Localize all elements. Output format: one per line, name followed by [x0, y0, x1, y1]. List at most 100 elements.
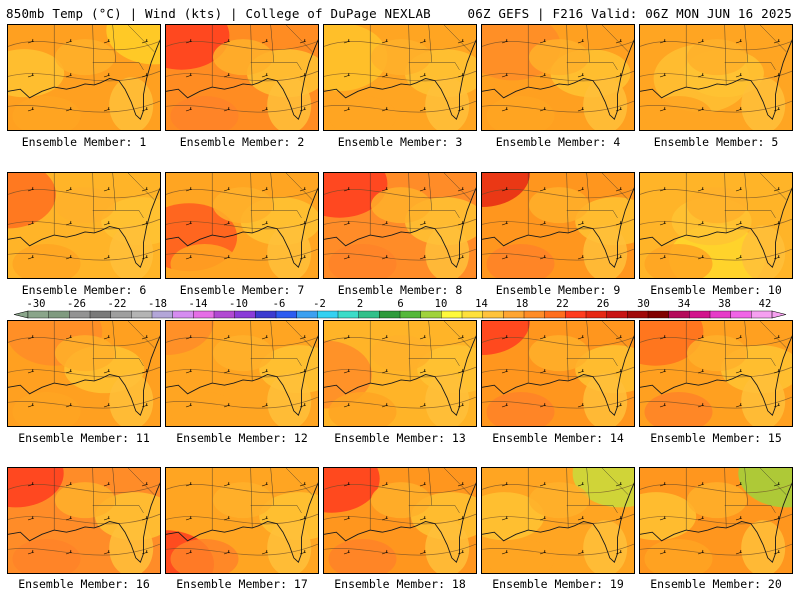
state-boundary	[586, 173, 591, 211]
coastline	[324, 335, 476, 416]
temperature-shading	[109, 520, 154, 573]
wind-barb	[615, 515, 623, 521]
state-boundary	[566, 505, 618, 514]
wind-barb	[735, 254, 743, 260]
state-boundary	[250, 25, 253, 85]
colorbar-swatch	[69, 310, 91, 319]
contour-line	[482, 483, 634, 494]
temperature-shading	[371, 335, 431, 372]
wind-barb	[659, 220, 667, 226]
temperature-shading	[8, 468, 64, 508]
ensemble-member-label: Ensemble Member: 4	[495, 135, 621, 149]
state-boundary	[428, 173, 433, 211]
contour-line	[166, 483, 318, 494]
wind-barb	[539, 334, 547, 340]
contour-line	[8, 396, 160, 409]
ensemble-map-panel	[165, 320, 319, 427]
coastline	[640, 187, 792, 268]
wind-barb	[501, 549, 509, 555]
state-boundary	[92, 25, 95, 85]
temperature-shading	[8, 173, 56, 229]
temperature-shading	[328, 391, 397, 426]
wind-barb	[185, 106, 193, 112]
wind-barb	[381, 186, 389, 192]
state-boundary	[112, 321, 117, 359]
contour-line	[640, 483, 792, 494]
temperature-shading	[213, 335, 273, 372]
wind-barb	[697, 220, 705, 226]
contour-line	[8, 336, 160, 347]
contour-line	[640, 40, 792, 51]
state-boundary	[285, 468, 313, 495]
wind-barb	[457, 254, 465, 260]
contour-line	[8, 218, 160, 230]
wind-barb	[343, 334, 351, 340]
colorbar-swatch	[689, 310, 711, 319]
temperature-shading	[267, 225, 312, 278]
state-boundary	[724, 62, 776, 71]
wind-barb	[457, 515, 465, 521]
wind-barb	[185, 368, 193, 374]
temperature-shading	[12, 95, 81, 130]
wind-barb	[773, 402, 781, 408]
wind-barb	[419, 402, 427, 408]
temperature-shading	[687, 482, 747, 519]
wind-barb	[103, 481, 111, 487]
wind-barb	[735, 402, 743, 408]
wind-barb	[223, 515, 231, 521]
wind-barb	[223, 220, 231, 226]
wind-barb	[457, 38, 465, 44]
coastline	[8, 39, 160, 120]
colorbar-swatch	[379, 310, 401, 319]
temperature-shading	[170, 391, 239, 426]
wind-barb	[103, 549, 111, 555]
state-boundary	[408, 210, 460, 219]
ensemble-map-panel	[639, 172, 793, 279]
wind-barb	[577, 402, 585, 408]
contour-line	[640, 336, 792, 347]
state-boundary	[586, 468, 591, 506]
ensemble-map-panel	[165, 467, 319, 574]
wind-barb	[141, 254, 149, 260]
state-boundary	[724, 173, 727, 233]
state-boundary	[408, 321, 411, 381]
temperature-shading	[486, 538, 555, 573]
wind-barb	[419, 220, 427, 226]
wind-barb	[735, 72, 743, 78]
contour-line	[482, 396, 634, 409]
ensemble-map-panel	[639, 24, 793, 131]
state-boundary	[724, 210, 776, 219]
colorbar-tick-label: 22	[556, 298, 569, 310]
contour-line	[482, 218, 634, 230]
state-boundary	[92, 321, 95, 381]
coastline	[324, 187, 476, 268]
temperature-shading	[328, 538, 397, 573]
wind-barb	[539, 515, 547, 521]
state-boundary	[270, 321, 275, 359]
wind-barb	[381, 220, 389, 226]
contour-line	[324, 336, 476, 347]
temperature-shading	[328, 243, 397, 278]
colorbar-right-arrow	[771, 310, 787, 319]
ensemble-map-panel	[481, 172, 635, 279]
contour-line	[324, 483, 476, 494]
colorbar-tick-label: -22	[108, 298, 127, 310]
wind-barb	[773, 220, 781, 226]
colorbar-swatch	[668, 310, 690, 319]
wind-barb	[299, 72, 307, 78]
temperature-shading	[425, 225, 470, 278]
wind-barb	[615, 481, 623, 487]
state-boundary	[408, 468, 411, 528]
ensemble-member-label: Ensemble Member: 2	[179, 135, 305, 149]
state-boundary	[566, 210, 618, 219]
wind-barb	[697, 72, 705, 78]
contour-line	[482, 543, 634, 556]
wind-barb	[419, 38, 427, 44]
wind-barb	[65, 549, 73, 555]
wind-barb	[27, 334, 35, 340]
contour-line	[166, 70, 318, 82]
wind-barb	[457, 549, 465, 555]
colorbar-swatch	[565, 310, 587, 319]
temperature-shading	[213, 482, 273, 519]
contour-line	[8, 70, 160, 82]
